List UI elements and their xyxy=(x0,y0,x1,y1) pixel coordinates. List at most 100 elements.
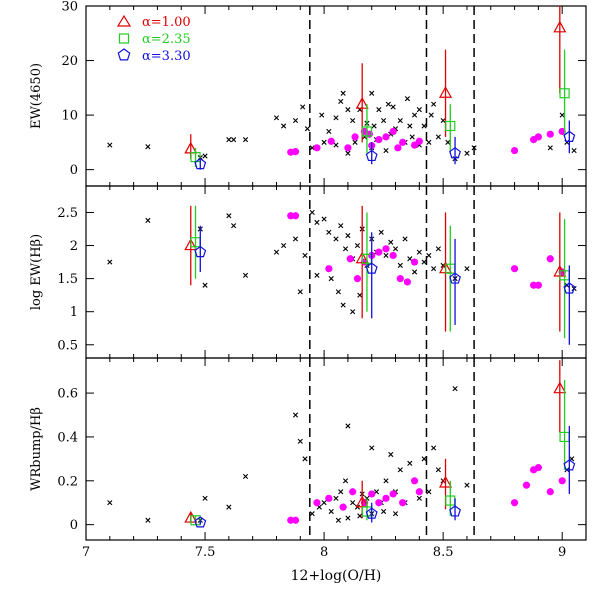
data-point-magenta xyxy=(410,258,419,266)
data-point-cross xyxy=(440,117,446,124)
data-point-magenta xyxy=(344,144,352,152)
panel-logewhb: 0.5 1 1.5 2 2.5 log EW(Hβ) xyxy=(29,185,587,359)
data-point-cross xyxy=(297,438,303,444)
data-point-cross xyxy=(426,139,432,145)
model-marker-triangle xyxy=(355,96,369,109)
data-point-magenta xyxy=(399,499,407,507)
model-marker-triangle xyxy=(184,238,198,251)
y-tick-label: 0.6 xyxy=(57,387,78,402)
data-point-cross xyxy=(145,517,151,523)
data-point-cross xyxy=(273,249,280,255)
data-point-magenta xyxy=(375,248,383,256)
data-point-cross xyxy=(390,104,396,110)
x-tick-label: 9 xyxy=(558,545,566,560)
legend-marker-triangle xyxy=(116,14,132,27)
data-point-cross xyxy=(309,145,315,151)
data-point-magenta xyxy=(394,144,402,152)
legend-label: α=2.35 xyxy=(142,32,191,47)
data-point-magenta xyxy=(375,136,383,144)
data-point-cross xyxy=(345,423,351,429)
data-point-cross xyxy=(350,500,356,506)
data-point-cross xyxy=(326,229,332,235)
data-point-cross xyxy=(340,90,346,96)
panels: 0 10 20 30 EW(4650) 0.5 1 1.5 2 2.5 log EW(Hβ) 0 0.2… xyxy=(29,0,587,541)
data-point-cross xyxy=(145,144,151,150)
data-point-magenta xyxy=(291,516,300,524)
data-point-cross xyxy=(342,246,349,252)
data-point-cross xyxy=(397,262,403,268)
y-tick-label: 20 xyxy=(61,54,78,69)
y-tick-label: 10 xyxy=(61,109,78,124)
data-point-cross xyxy=(281,123,287,129)
data-point-cross xyxy=(107,259,113,265)
data-point-cross xyxy=(335,517,341,523)
data-point-cross xyxy=(357,292,363,298)
x-axis-ticks: 7 7.5 8 8.5 9 xyxy=(82,545,566,560)
data-point-cross xyxy=(371,123,377,129)
y-tick-label: 1.5 xyxy=(57,272,78,287)
data-point-cross xyxy=(202,153,208,159)
data-point-cross xyxy=(145,217,151,223)
panel-frame xyxy=(85,357,587,541)
data-point-cross xyxy=(231,223,237,229)
data-point-cross xyxy=(381,508,387,515)
data-point-cross xyxy=(326,128,332,135)
data-point-cross xyxy=(559,112,565,118)
data-point-cross xyxy=(431,101,437,107)
data-point-cross xyxy=(392,246,399,252)
data-point-cross xyxy=(345,107,351,113)
data-point-magenta xyxy=(389,490,397,498)
data-point-cross xyxy=(435,467,441,473)
data-point-cross xyxy=(452,386,458,392)
data-point-cross xyxy=(397,467,403,473)
data-point-cross xyxy=(381,117,387,124)
x-tick-label: 7 xyxy=(82,545,90,560)
data-point-cross xyxy=(321,139,327,145)
data-point-cross xyxy=(242,473,249,479)
y-tick-label: 0 xyxy=(70,163,78,178)
data-point-cross xyxy=(338,489,344,495)
data-point-cross xyxy=(328,276,334,282)
data-point-magenta xyxy=(546,255,554,263)
data-point-cross xyxy=(357,513,363,519)
data-point-cross xyxy=(202,495,208,501)
data-point-cross xyxy=(226,137,232,143)
data-point-magenta xyxy=(510,265,519,273)
x-tick-label: 8 xyxy=(320,545,328,560)
x-axis-label: 12+log(O/H) xyxy=(291,568,382,584)
model-marker-pentagon xyxy=(194,516,207,528)
data-point-cross xyxy=(333,495,339,501)
data-point-magenta xyxy=(403,278,412,286)
model-marker-pentagon xyxy=(365,262,378,274)
data-point-cross xyxy=(407,123,413,129)
data-point-cross xyxy=(426,252,432,259)
data-point-cross xyxy=(319,112,325,118)
data-point-cross xyxy=(388,239,394,245)
data-point-cross xyxy=(292,117,299,124)
data-point-cross xyxy=(345,233,351,239)
data-point-magenta xyxy=(291,148,300,156)
y-axis-label: EW(4650) xyxy=(29,63,44,129)
data-point-cross xyxy=(421,259,427,265)
data-point-cross xyxy=(107,142,113,148)
x-tick-label: 7.5 xyxy=(195,545,216,560)
data-point-cross xyxy=(345,150,351,156)
data-point-magenta xyxy=(382,133,390,141)
data-point-cross xyxy=(333,142,339,148)
data-point-magenta xyxy=(382,245,390,253)
data-point-cross xyxy=(352,139,358,145)
y-tick-label: 1 xyxy=(70,305,78,320)
data-point-magenta xyxy=(510,146,519,155)
data-point-cross xyxy=(292,236,299,242)
data-point-magenta xyxy=(325,265,333,273)
data-point-magenta xyxy=(534,464,542,472)
data-point-magenta xyxy=(534,281,542,289)
data-point-cross xyxy=(281,242,287,249)
data-point-cross xyxy=(464,150,470,156)
data-point-magenta xyxy=(415,488,423,496)
data-point-cross xyxy=(416,107,422,113)
data-point-cross xyxy=(350,117,356,124)
y-tick-label: 30 xyxy=(61,0,78,15)
legend-label: α=1.00 xyxy=(142,15,191,30)
data-point-cross xyxy=(383,478,389,484)
